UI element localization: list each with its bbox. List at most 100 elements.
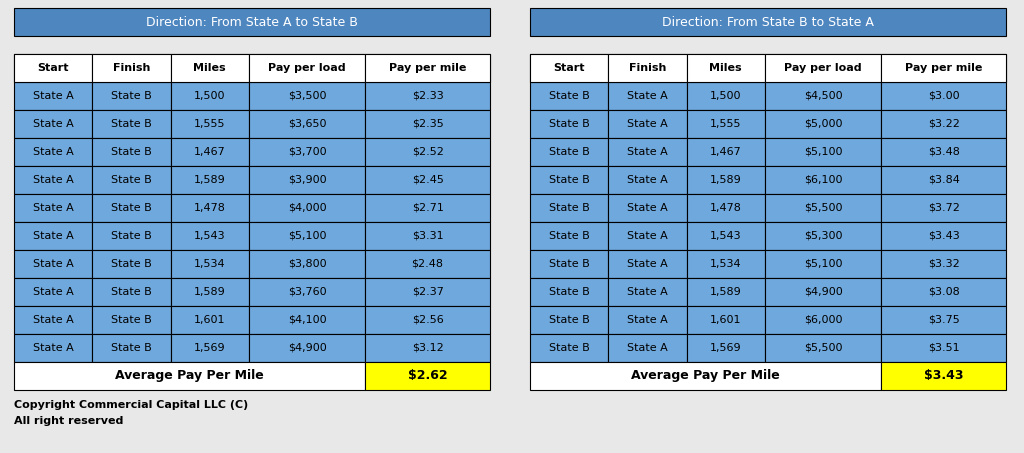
Bar	[92, 166, 171, 194]
Text: State B: State B	[111, 147, 152, 157]
Text: State A: State A	[33, 91, 74, 101]
Bar	[608, 194, 686, 222]
Text: State A: State A	[33, 343, 74, 353]
Bar	[171, 222, 249, 250]
Text: 1,569: 1,569	[194, 343, 225, 353]
Text: $5,000: $5,000	[804, 119, 843, 129]
Text: State B: State B	[111, 91, 152, 101]
Bar	[249, 166, 366, 194]
Bar	[14, 54, 92, 82]
Text: Finish: Finish	[113, 63, 151, 73]
Text: State A: State A	[627, 203, 668, 213]
Text: $4,100: $4,100	[288, 315, 327, 325]
Bar	[686, 54, 765, 82]
Bar	[530, 54, 608, 82]
Bar	[765, 334, 882, 362]
Bar	[765, 166, 882, 194]
Bar	[530, 306, 608, 334]
Text: 1,543: 1,543	[710, 231, 741, 241]
Bar	[686, 166, 765, 194]
Bar	[249, 278, 366, 306]
Bar	[366, 222, 490, 250]
Text: State B: State B	[111, 119, 152, 129]
Bar	[765, 306, 882, 334]
Text: 1,534: 1,534	[194, 259, 225, 269]
Bar	[171, 166, 249, 194]
Bar	[882, 82, 1006, 110]
Text: $5,100: $5,100	[804, 147, 843, 157]
Text: $3,500: $3,500	[288, 91, 327, 101]
Text: State B: State B	[111, 175, 152, 185]
Text: $5,300: $5,300	[804, 231, 843, 241]
Bar	[92, 110, 171, 138]
Text: Average Pay Per Mile: Average Pay Per Mile	[631, 370, 780, 382]
Text: $3.72: $3.72	[928, 203, 959, 213]
Text: State A: State A	[627, 343, 668, 353]
Text: Miles: Miles	[194, 63, 226, 73]
Text: Pay per load: Pay per load	[268, 63, 346, 73]
Bar	[686, 82, 765, 110]
Text: State A: State A	[627, 315, 668, 325]
Bar	[14, 54, 490, 82]
Bar	[249, 306, 366, 334]
Bar	[14, 278, 92, 306]
Text: $5,500: $5,500	[804, 343, 843, 353]
Bar	[92, 222, 171, 250]
Bar	[14, 82, 92, 110]
Text: $3.31: $3.31	[412, 231, 443, 241]
Bar	[249, 194, 366, 222]
Bar	[14, 138, 92, 166]
Text: $3.08: $3.08	[928, 287, 959, 297]
Bar	[366, 194, 490, 222]
Text: State A: State A	[627, 119, 668, 129]
Bar	[608, 278, 686, 306]
Bar	[366, 166, 490, 194]
Bar	[366, 306, 490, 334]
Bar	[530, 250, 608, 278]
Bar	[882, 334, 1006, 362]
Bar	[14, 362, 366, 390]
Text: $3,700: $3,700	[288, 147, 327, 157]
Bar	[14, 166, 92, 194]
Text: State B: State B	[549, 315, 590, 325]
Bar	[882, 222, 1006, 250]
Text: State B: State B	[549, 259, 590, 269]
Text: Average Pay Per Mile: Average Pay Per Mile	[116, 370, 264, 382]
Text: $2.45: $2.45	[412, 175, 443, 185]
Text: $2.52: $2.52	[412, 147, 443, 157]
Text: 1,555: 1,555	[710, 119, 741, 129]
Text: 1,589: 1,589	[194, 175, 225, 185]
Bar	[530, 278, 608, 306]
Bar	[765, 82, 882, 110]
Text: $2.56: $2.56	[412, 315, 443, 325]
Text: 1,589: 1,589	[710, 287, 741, 297]
Text: 1,555: 1,555	[194, 119, 225, 129]
Text: $3.51: $3.51	[928, 343, 959, 353]
Text: 1,500: 1,500	[194, 91, 225, 101]
Bar	[92, 194, 171, 222]
Bar	[92, 306, 171, 334]
Bar	[92, 278, 171, 306]
Text: 1,569: 1,569	[710, 343, 741, 353]
Bar	[882, 362, 1006, 390]
Bar	[530, 138, 608, 166]
Text: Pay per mile: Pay per mile	[905, 63, 982, 73]
Text: $6,100: $6,100	[804, 175, 843, 185]
Text: Start: Start	[553, 63, 585, 73]
Text: $3.84: $3.84	[928, 175, 959, 185]
Text: State B: State B	[111, 343, 152, 353]
Text: 1,467: 1,467	[710, 147, 741, 157]
Text: State A: State A	[33, 315, 74, 325]
Bar	[249, 82, 366, 110]
Bar	[171, 54, 249, 82]
Text: $3.48: $3.48	[928, 147, 959, 157]
Bar	[530, 110, 608, 138]
Bar	[14, 334, 92, 362]
Bar	[171, 138, 249, 166]
Text: $5,500: $5,500	[804, 203, 843, 213]
Bar	[171, 278, 249, 306]
Text: All right reserved: All right reserved	[14, 416, 123, 426]
Bar	[530, 222, 608, 250]
Bar	[366, 110, 490, 138]
Text: State B: State B	[549, 175, 590, 185]
